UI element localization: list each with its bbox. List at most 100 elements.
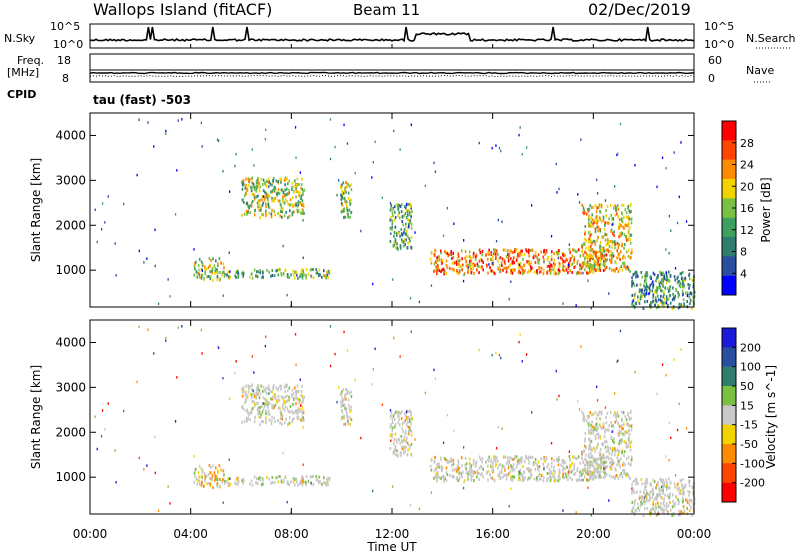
velocity-cell (589, 441, 591, 444)
velocity-cell (606, 465, 608, 469)
power-cell (409, 219, 412, 223)
velocity-cell (624, 463, 627, 467)
power-cell (329, 157, 332, 161)
x-tick-label: 20:00 (576, 527, 611, 541)
power-cell (487, 271, 489, 275)
power-cell (606, 238, 609, 242)
velocity-cell (641, 502, 643, 506)
velocity-cell (222, 377, 224, 380)
velocity-cell (511, 468, 514, 472)
power-cell (299, 273, 302, 276)
velocity-cell (399, 412, 402, 416)
power-cell (548, 264, 550, 268)
power-cell (651, 289, 654, 293)
velocity-colorbar-tick-label: -15 (740, 419, 758, 432)
power-cell (573, 266, 575, 269)
velocity-cell (666, 505, 668, 509)
velocity-cell (680, 510, 682, 514)
power-cell (94, 208, 96, 211)
velocity-cell (260, 415, 262, 419)
power-cell (618, 243, 621, 247)
power-cell (630, 209, 632, 213)
velocity-cell (543, 465, 545, 469)
velocity-cell (616, 419, 618, 423)
power-cell (391, 222, 394, 226)
power-cell (663, 304, 665, 308)
velocity-cell (307, 479, 310, 483)
power-cell (638, 290, 641, 294)
power-cell (247, 178, 250, 182)
velocity-cell (660, 488, 662, 491)
power-cell (649, 306, 652, 310)
velocity-cell (546, 465, 549, 469)
power-cell (296, 205, 299, 209)
power-cell (631, 248, 633, 252)
power-cell (582, 271, 584, 275)
power-cell (605, 214, 608, 218)
power-cell (437, 264, 439, 267)
velocity-cell (497, 466, 499, 470)
velocity-cell (527, 458, 530, 461)
power-cell (433, 252, 436, 256)
power-cell (213, 264, 216, 268)
velocity-cell (295, 394, 297, 397)
velocity-colorbar-segment (722, 386, 736, 406)
velocity-cell (652, 492, 654, 496)
power-cell (600, 259, 602, 263)
velocity-cell (516, 459, 519, 463)
velocity-cell (622, 411, 625, 415)
power-colorbar-tick-label: 4 (740, 267, 747, 280)
velocity-cell (599, 417, 601, 420)
velocity-cell (401, 422, 404, 426)
velocity-cell (204, 479, 206, 483)
velocity-cell (607, 449, 610, 453)
velocity-cell (613, 441, 615, 444)
power-cell (644, 274, 647, 278)
power-cell (479, 251, 482, 255)
velocity-cell (341, 415, 344, 419)
power-cell (630, 202, 632, 206)
power-cell (115, 274, 117, 277)
power-cell (678, 195, 680, 199)
velocity-cell (590, 427, 593, 431)
velocity-cell (271, 390, 273, 394)
velocity-cell (406, 425, 409, 428)
power-cell (498, 266, 501, 270)
power-cell (613, 206, 615, 210)
power-cell (615, 208, 617, 212)
power-cell (669, 285, 672, 289)
power-cell (690, 291, 692, 295)
power-cell (542, 272, 545, 276)
power-cell (663, 290, 665, 294)
power-cell (610, 253, 613, 257)
power-cell (540, 267, 543, 270)
velocity-cell (398, 411, 401, 415)
power-cell (621, 203, 623, 207)
velocity-cell (622, 432, 624, 436)
power-cell (661, 289, 663, 293)
power-cell (348, 208, 351, 212)
velocity-cell (569, 457, 572, 461)
power-cell (438, 269, 441, 273)
power-cell (682, 285, 685, 289)
velocity-cell (604, 439, 607, 443)
power-cell (522, 263, 525, 267)
power-cell (274, 189, 277, 193)
beam-label: Beam 11 (353, 1, 420, 19)
velocity-cell (467, 475, 469, 479)
power-cell (249, 275, 251, 279)
power-cell (673, 151, 675, 154)
velocity-cell (644, 501, 646, 505)
power-cell (641, 295, 643, 299)
power-cell (571, 254, 573, 258)
velocity-cell (472, 460, 475, 464)
velocity-cell (435, 472, 438, 476)
power-cell (283, 201, 286, 205)
velocity-cell (630, 416, 632, 420)
power-cell (204, 265, 206, 269)
velocity-cell (258, 388, 261, 392)
power-cell (603, 261, 605, 265)
velocity-cell (557, 463, 559, 467)
power-cell (601, 256, 603, 260)
velocity-cell (550, 442, 553, 445)
